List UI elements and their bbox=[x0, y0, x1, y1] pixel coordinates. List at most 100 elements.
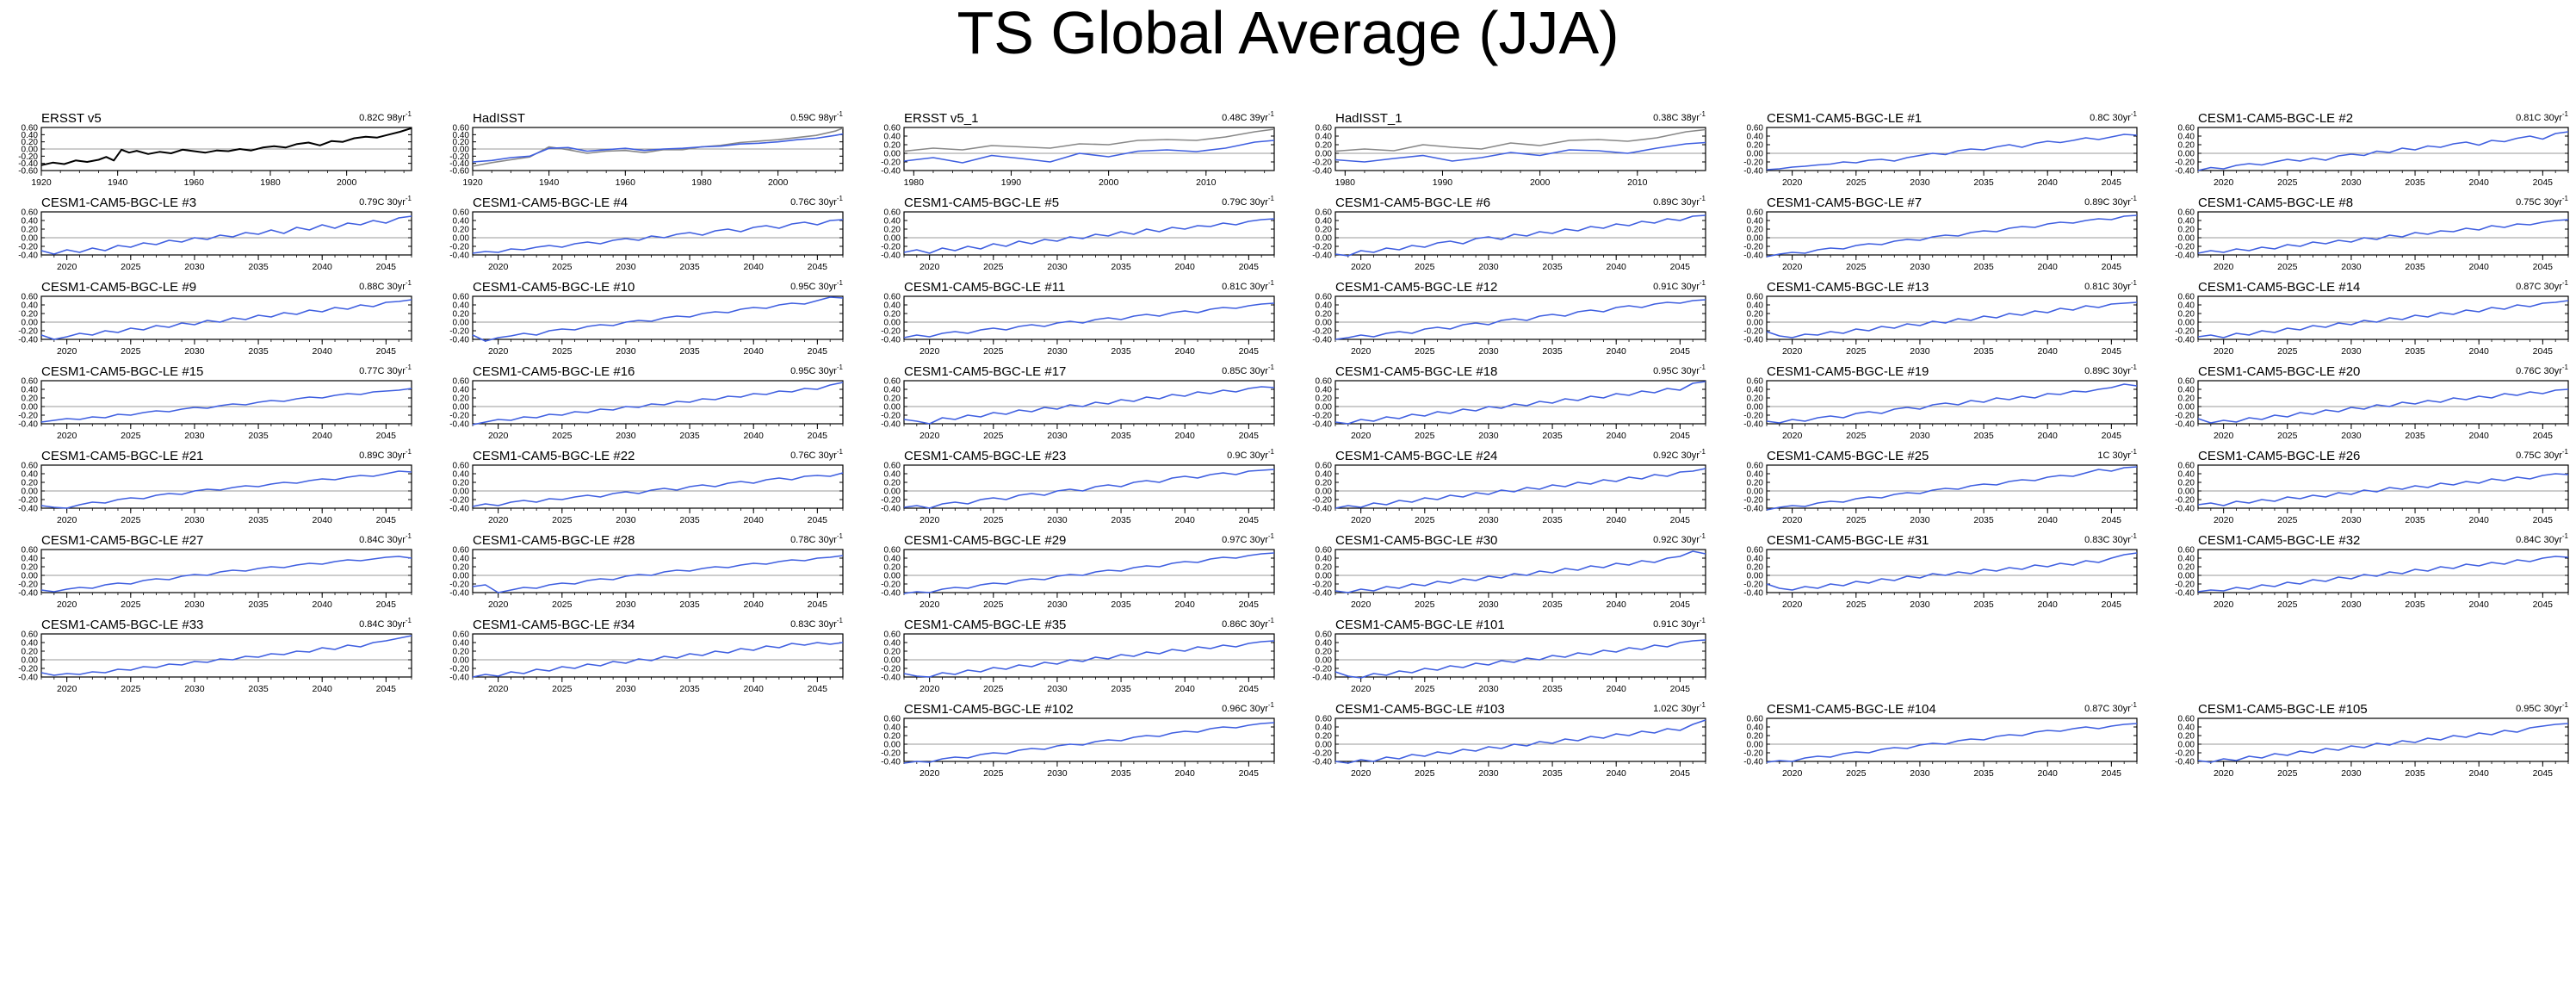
panel-title: CESM1-CAM5-BGC-LE #15 bbox=[41, 364, 203, 379]
x-tick-label: 2025 bbox=[552, 346, 573, 357]
x-tick-label: 2045 bbox=[1670, 599, 1691, 610]
trend-label: 0.87C 30yr-1 bbox=[2516, 279, 2568, 292]
panel-13: CESM1-CAM5-BGC-LE #9 0.88C 30yr-1 0.600.40… bbox=[18, 279, 412, 357]
panel-38: CESM1-CAM5-BGC-LE #34 0.83C 30yr-1 0.600.4… bbox=[449, 617, 844, 694]
y-tick-label: -0.40 bbox=[2175, 758, 2195, 767]
y-tick-label: 0.40 bbox=[884, 217, 901, 227]
y-tick-label: -0.40 bbox=[1312, 420, 1332, 430]
series-line-1 bbox=[472, 382, 844, 425]
x-tick-label: 2025 bbox=[2277, 177, 2298, 188]
trend-label: 0.84C 30yr-1 bbox=[359, 532, 412, 545]
y-tick-label: 0.40 bbox=[1747, 217, 1764, 227]
y-tick-label: -0.40 bbox=[881, 167, 901, 177]
y-tick-label: 0.00 bbox=[2178, 150, 2195, 159]
panel-title: CESM1-CAM5-BGC-LE #16 bbox=[473, 364, 635, 379]
x-tick-label: 2030 bbox=[1910, 262, 1930, 272]
x-tick-label: 2020 bbox=[488, 346, 509, 357]
x-tick-label: 2035 bbox=[248, 346, 269, 357]
trend-label: 0.8C 30yr-1 bbox=[2090, 110, 2137, 123]
x-tick-label: 2020 bbox=[1351, 515, 1372, 525]
panel-title: CESM1-CAM5-BGC-LE #35 bbox=[904, 618, 1066, 632]
series-line-1 bbox=[40, 299, 412, 340]
x-tick-label: 2040 bbox=[744, 684, 765, 694]
x-tick-label: 2000 bbox=[768, 177, 789, 188]
y-tick-label: 0.40 bbox=[453, 555, 470, 564]
y-tick-label: -0.20 bbox=[1312, 243, 1332, 252]
x-tick-label: 2025 bbox=[1846, 431, 1867, 441]
panel-title: CESM1-CAM5-BGC-LE #25 bbox=[1767, 449, 1929, 463]
x-tick-label: 2040 bbox=[2469, 177, 2490, 188]
plot-frame bbox=[2197, 295, 2569, 340]
y-tick-label: 0.60 bbox=[884, 546, 901, 556]
y-tick-label: 0.20 bbox=[1747, 394, 1764, 404]
trend-label: 0.95C 30yr-1 bbox=[790, 363, 843, 376]
y-tick-label: -0.20 bbox=[18, 496, 38, 506]
y-tick-label: 0.20 bbox=[22, 310, 39, 320]
panel-title: CESM1-CAM5-BGC-LE #20 bbox=[2198, 364, 2360, 379]
x-tick-label: 2040 bbox=[313, 346, 333, 357]
x-tick-label: 2040 bbox=[2038, 431, 2059, 441]
y-tick-label: 0.40 bbox=[1316, 639, 1333, 649]
series-line-1 bbox=[903, 128, 1275, 152]
x-tick-label: 2035 bbox=[1973, 177, 1994, 188]
y-tick-label: 0.60 bbox=[453, 377, 470, 387]
series-line-1 bbox=[903, 386, 1275, 425]
x-tick-label: 2045 bbox=[1239, 768, 1260, 779]
x-tick-label: 2045 bbox=[2533, 515, 2554, 525]
y-tick-label: 0.00 bbox=[22, 656, 39, 666]
y-tick-label: -0.20 bbox=[18, 412, 38, 421]
y-tick-label: 0.60 bbox=[2178, 377, 2195, 387]
x-tick-label: 2025 bbox=[983, 431, 1004, 441]
x-tick-label: 2035 bbox=[1542, 431, 1563, 441]
x-tick-label: 2025 bbox=[121, 599, 141, 610]
x-tick-label: 2030 bbox=[616, 599, 636, 610]
panel-title: CESM1-CAM5-BGC-LE #2 bbox=[2198, 111, 2353, 126]
x-tick-label: 2035 bbox=[1111, 262, 1131, 272]
x-tick-label: 2045 bbox=[808, 599, 828, 610]
y-tick-label: -0.20 bbox=[1312, 412, 1332, 421]
panel-title: ERSST v5_1 bbox=[904, 111, 978, 126]
y-tick-label: 0.40 bbox=[1747, 724, 1764, 733]
y-tick-label: 0.60 bbox=[453, 208, 470, 218]
y-tick-label: 0.40 bbox=[22, 301, 39, 311]
panel-8: CESM1-CAM5-BGC-LE #4 0.76C 30yr-1 0.600.40… bbox=[449, 195, 844, 272]
x-tick-label: 2020 bbox=[488, 684, 509, 694]
y-tick-label: -0.40 bbox=[1743, 336, 1763, 345]
panel-4: HadISST_1 0.38C 38yr-10.600.400.200.00-0.… bbox=[1312, 110, 1706, 188]
y-tick-label: -0.20 bbox=[2175, 412, 2195, 421]
y-tick-label: -0.20 bbox=[2175, 243, 2195, 252]
x-tick-label: 2020 bbox=[57, 346, 77, 357]
plot-frame bbox=[40, 549, 412, 593]
trend-label: 0.38C 38yr-1 bbox=[1653, 110, 1706, 123]
y-tick-label: -0.20 bbox=[881, 581, 901, 590]
x-tick-label: 2035 bbox=[2405, 768, 2425, 779]
x-tick-label: 2030 bbox=[1047, 515, 1068, 525]
x-tick-label: 2020 bbox=[488, 599, 509, 610]
y-tick-label: 0.20 bbox=[884, 563, 901, 573]
panel-39: CESM1-CAM5-BGC-LE #35 0.86C 30yr-1 0.600.4… bbox=[881, 617, 1275, 694]
trend-label: 0.87C 30yr-1 bbox=[2084, 701, 2137, 714]
y-tick-label: 0.40 bbox=[1316, 555, 1333, 564]
y-tick-label: 0.40 bbox=[1747, 470, 1764, 480]
y-tick-label: 0.60 bbox=[2178, 715, 2195, 724]
y-tick-label: 0.60 bbox=[453, 124, 470, 134]
y-tick-label: 0.20 bbox=[22, 563, 39, 573]
panel-5: CESM1-CAM5-BGC-LE #1 0.8C 30yr-10.600.400… bbox=[1743, 110, 2138, 188]
y-tick-label: 0.40 bbox=[22, 386, 39, 395]
x-tick-label: 2035 bbox=[1111, 599, 1131, 610]
x-tick-label: 2030 bbox=[184, 431, 205, 441]
panel-35: CESM1-CAM5-BGC-LE #31 0.83C 30yr-1 0.600.4… bbox=[1743, 532, 2138, 610]
y-tick-label: -0.40 bbox=[881, 758, 901, 767]
x-tick-label: 2045 bbox=[376, 599, 397, 610]
x-tick-label: 2020 bbox=[57, 684, 77, 694]
plot-frame bbox=[472, 295, 844, 340]
y-tick-label: -0.20 bbox=[881, 496, 901, 506]
x-tick-label: 2030 bbox=[1047, 262, 1068, 272]
y-tick-label: 0.40 bbox=[453, 301, 470, 311]
x-tick-label: 2020 bbox=[920, 431, 940, 441]
y-tick-label: -0.40 bbox=[449, 336, 469, 345]
panel-title: CESM1-CAM5-BGC-LE #101 bbox=[1335, 618, 1505, 632]
panel-title: CESM1-CAM5-BGC-LE #13 bbox=[1767, 280, 1929, 295]
series-line-1 bbox=[1334, 128, 1706, 152]
x-tick-label: 1920 bbox=[462, 177, 483, 188]
